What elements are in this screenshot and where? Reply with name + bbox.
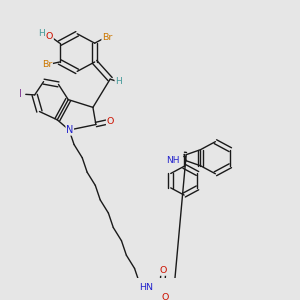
Text: HN: HN: [140, 283, 154, 292]
Text: O: O: [160, 266, 167, 275]
Text: O: O: [46, 32, 53, 41]
Text: H: H: [115, 77, 122, 86]
Text: O: O: [161, 293, 169, 300]
Text: NH: NH: [166, 156, 180, 165]
Text: O: O: [106, 117, 114, 126]
Text: N: N: [66, 125, 74, 135]
Text: Br: Br: [42, 60, 52, 69]
Text: I: I: [19, 89, 22, 99]
Text: H: H: [38, 29, 45, 38]
Text: Br: Br: [102, 33, 112, 42]
